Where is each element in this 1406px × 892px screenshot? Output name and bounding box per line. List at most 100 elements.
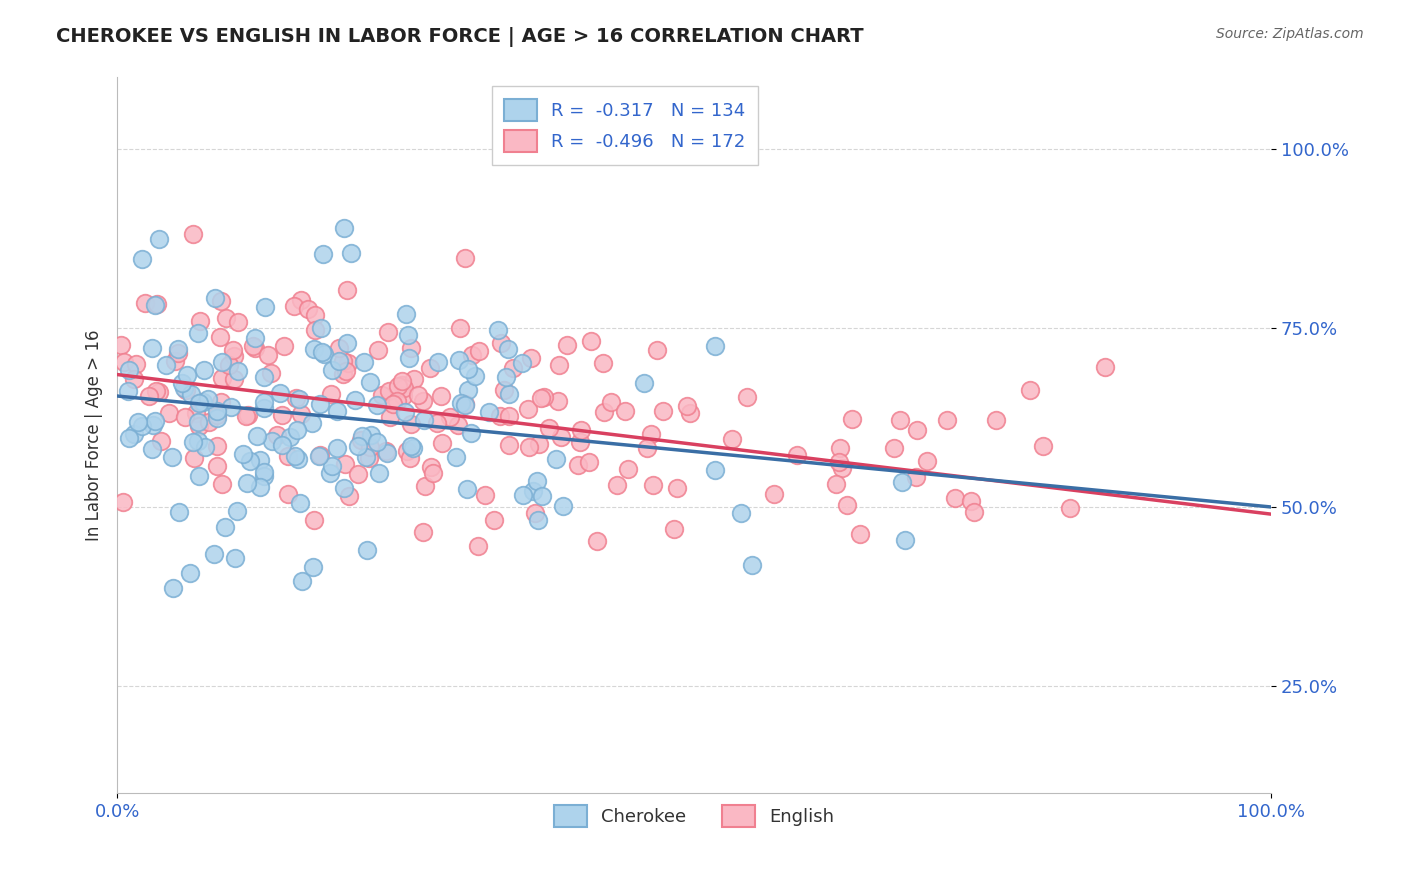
Point bbox=[356, 543, 378, 558]
Point bbox=[366, 398, 388, 412]
Point bbox=[762, 487, 785, 501]
Point bbox=[935, 413, 957, 427]
Point bbox=[333, 221, 356, 235]
Point bbox=[253, 401, 276, 416]
Point bbox=[413, 413, 436, 427]
Point bbox=[257, 348, 280, 362]
Point bbox=[253, 300, 276, 314]
Point bbox=[321, 363, 343, 377]
Point bbox=[730, 507, 752, 521]
Point bbox=[891, 475, 914, 489]
Point bbox=[419, 459, 441, 474]
Point bbox=[446, 417, 468, 432]
Point bbox=[350, 433, 373, 447]
Point bbox=[219, 400, 242, 414]
Point bbox=[302, 559, 325, 574]
Point bbox=[187, 415, 209, 429]
Point bbox=[849, 526, 872, 541]
Point bbox=[243, 341, 266, 355]
Point bbox=[211, 371, 233, 385]
Point bbox=[290, 407, 312, 421]
Point bbox=[332, 354, 354, 368]
Point bbox=[335, 457, 357, 471]
Point bbox=[377, 326, 399, 340]
Point bbox=[288, 392, 311, 407]
Point bbox=[427, 355, 450, 369]
Point bbox=[457, 384, 479, 398]
Point bbox=[398, 450, 420, 465]
Point bbox=[328, 341, 350, 355]
Point bbox=[412, 394, 434, 409]
Point bbox=[211, 354, 233, 368]
Point bbox=[288, 496, 311, 510]
Point bbox=[249, 453, 271, 467]
Point bbox=[273, 339, 295, 353]
Point bbox=[392, 381, 415, 395]
Point bbox=[215, 310, 238, 325]
Text: Source: ZipAtlas.com: Source: ZipAtlas.com bbox=[1216, 27, 1364, 41]
Point bbox=[430, 389, 453, 403]
Point bbox=[593, 405, 616, 419]
Point bbox=[569, 423, 592, 437]
Point bbox=[309, 448, 332, 462]
Point bbox=[143, 414, 166, 428]
Point bbox=[354, 450, 377, 464]
Point bbox=[236, 475, 259, 490]
Point bbox=[193, 363, 215, 377]
Point bbox=[253, 370, 276, 384]
Point bbox=[187, 434, 209, 448]
Point bbox=[439, 409, 461, 424]
Point bbox=[599, 395, 621, 409]
Point bbox=[224, 550, 246, 565]
Point bbox=[332, 481, 354, 495]
Point bbox=[1059, 500, 1081, 515]
Point bbox=[165, 353, 187, 368]
Point bbox=[148, 231, 170, 245]
Point bbox=[456, 482, 478, 496]
Point bbox=[830, 441, 852, 455]
Point bbox=[426, 417, 449, 431]
Point bbox=[308, 397, 330, 411]
Point bbox=[882, 441, 904, 455]
Point bbox=[502, 360, 524, 375]
Point bbox=[675, 399, 697, 413]
Point bbox=[232, 447, 254, 461]
Point bbox=[651, 403, 673, 417]
Point bbox=[402, 372, 425, 386]
Point bbox=[226, 364, 249, 378]
Point bbox=[110, 338, 132, 352]
Point bbox=[527, 436, 550, 450]
Point bbox=[304, 323, 326, 337]
Point bbox=[907, 423, 929, 437]
Point bbox=[482, 513, 505, 527]
Point bbox=[450, 395, 472, 409]
Point bbox=[550, 430, 572, 444]
Point bbox=[640, 427, 662, 442]
Point bbox=[378, 409, 401, 424]
Point bbox=[662, 522, 685, 536]
Point bbox=[312, 347, 335, 361]
Point bbox=[252, 395, 274, 409]
Point bbox=[166, 343, 188, 357]
Point bbox=[889, 413, 911, 427]
Point bbox=[391, 389, 413, 403]
Point bbox=[302, 512, 325, 526]
Point bbox=[173, 381, 195, 395]
Point bbox=[391, 375, 413, 389]
Point bbox=[387, 379, 409, 393]
Point bbox=[277, 487, 299, 501]
Point bbox=[266, 427, 288, 442]
Point bbox=[242, 338, 264, 352]
Point bbox=[339, 246, 361, 260]
Point bbox=[904, 470, 927, 484]
Point bbox=[375, 446, 398, 460]
Point bbox=[524, 507, 547, 521]
Point bbox=[347, 467, 370, 481]
Point bbox=[786, 448, 808, 462]
Point bbox=[246, 429, 269, 443]
Point bbox=[617, 461, 640, 475]
Point bbox=[894, 533, 917, 547]
Point bbox=[148, 385, 170, 400]
Point bbox=[347, 439, 370, 453]
Point bbox=[198, 416, 221, 430]
